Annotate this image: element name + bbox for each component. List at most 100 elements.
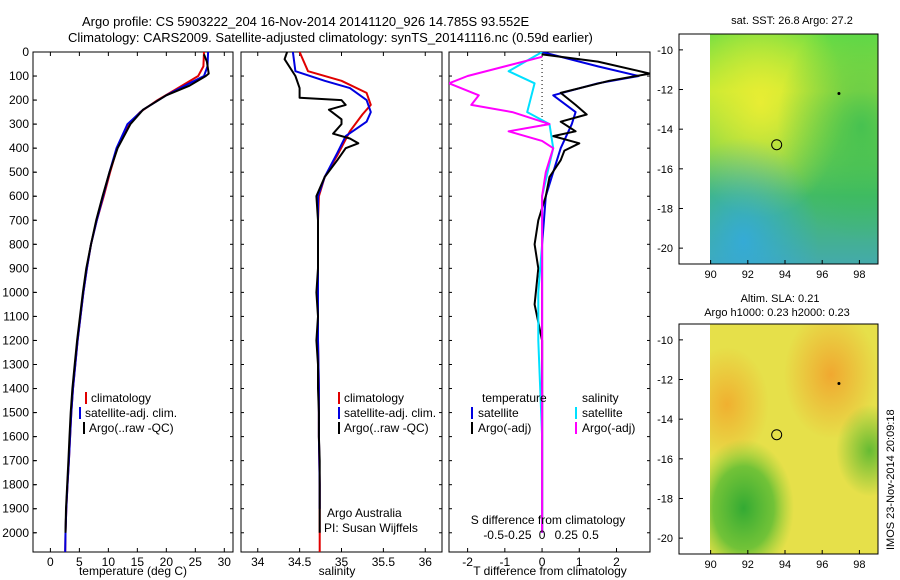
x-tick-label: 2 bbox=[613, 555, 620, 569]
lat-tick-label: -12 bbox=[657, 85, 673, 97]
x-tick-label: 20 bbox=[160, 555, 174, 569]
y-tick-label: 1000 bbox=[2, 285, 29, 299]
lon-tick-label: 90 bbox=[704, 559, 716, 571]
sst-map-panel: sat. SST: 26.8 Argo: 27.2 90 92 94 96 98 -10 -… bbox=[657, 15, 879, 281]
temperature-lines bbox=[33, 52, 233, 552]
depth-ticks: 0 100 200 300 400 500 600 700 800 900 1000 1100 1200… bbox=[2, 45, 37, 540]
lat-tick-label: -10 bbox=[657, 45, 673, 57]
salinity-difference-label: S difference from climatology bbox=[471, 513, 626, 527]
argo-position-marker bbox=[771, 139, 783, 151]
legend-label-temp-satellite: satellite bbox=[478, 406, 519, 420]
y-tick-label: 700 bbox=[9, 213, 29, 227]
sst-map-title: sat. SST: 26.8 Argo: 27.2 bbox=[731, 15, 853, 27]
x-tick-label: 1 bbox=[576, 555, 583, 569]
legend-label-argo: Argo(..raw -QC) bbox=[89, 421, 174, 435]
series-line-salinity-satellite bbox=[507, 52, 555, 533]
sst-map-cool-region bbox=[710, 34, 878, 264]
y-tick-label: 500 bbox=[9, 165, 29, 179]
lat-tick-label: -14 bbox=[657, 124, 673, 136]
imos-stamp: IMOS 23-Nov-2014 20:09:18 bbox=[885, 409, 897, 550]
y-tick-label: 200 bbox=[9, 93, 29, 107]
lat-tick-label: -14 bbox=[657, 414, 673, 426]
salinity-axes-frame bbox=[240, 51, 443, 553]
y-tick-label: 900 bbox=[9, 261, 29, 275]
salinity-legend: climatology satellite-adj. clim. Argo(..… bbox=[338, 391, 436, 435]
lat-tick-label: -20 bbox=[657, 533, 673, 545]
lon-tick-label: 90 bbox=[704, 269, 716, 281]
salinity-panel: 34 34.5 35 35.5 36 salinity climatology sate… bbox=[240, 51, 443, 578]
y-tick-label: 600 bbox=[9, 189, 29, 203]
x-tick-label: -2 bbox=[462, 555, 473, 569]
y-tick-label: 1800 bbox=[2, 478, 29, 492]
sst-map-ticks: 90 92 94 96 98 -10 -12 -14 -16 -18 -20 bbox=[657, 45, 865, 281]
lon-tick-label: 94 bbox=[779, 559, 791, 571]
legend-label-temp-argo: Argo(-adj) bbox=[478, 421, 531, 435]
difference-legend: temperature salinity satellite Argo(-adj… bbox=[471, 391, 635, 435]
x-tick-label: -1 bbox=[499, 555, 510, 569]
lat-tick-label: -18 bbox=[657, 203, 673, 215]
x-tick-label: 35 bbox=[335, 555, 349, 569]
legend-title-salinity: salinity bbox=[582, 391, 619, 405]
sst-map-frame bbox=[678, 33, 879, 265]
sla-map-subtitle: Argo h1000: 0.23 h2000: 0.23 bbox=[704, 307, 850, 319]
x2-tick-label: 0.5 bbox=[582, 528, 599, 542]
temperature-axes-frame bbox=[32, 51, 234, 553]
y-tick-label: 800 bbox=[9, 237, 29, 251]
x-tick-label: 34 bbox=[251, 555, 265, 569]
series-line-argo-raw-qc bbox=[64, 54, 210, 533]
difference-panel: -2 -1 0 1 2 T difference from climatology S … bbox=[448, 51, 651, 578]
y-tick-label: 1600 bbox=[2, 430, 29, 444]
sla-map-panel: Altim. SLA: 0.21 Argo h1000: 0.23 h2000:… bbox=[657, 293, 879, 571]
difference-ticks: -2 -1 0 1 2 bbox=[462, 52, 620, 569]
x-tick-label: 10 bbox=[102, 555, 116, 569]
legend-label-climatology: climatology bbox=[91, 391, 151, 405]
y-tick-label: 1500 bbox=[2, 406, 29, 420]
x-tick-label: 34.5 bbox=[288, 555, 312, 569]
y-tick-label: 0 bbox=[22, 45, 29, 59]
x2-tick-label: 0.25 bbox=[555, 528, 579, 542]
lat-tick-label: -16 bbox=[657, 454, 673, 466]
temperature-legend: climatology satellite-adj. clim. Argo(..… bbox=[79, 391, 177, 435]
lon-tick-label: 98 bbox=[853, 269, 865, 281]
sla-map-title: Altim. SLA: 0.21 bbox=[741, 293, 820, 305]
x-tick-label: 36 bbox=[419, 555, 433, 569]
x2-tick-label: -0.25 bbox=[504, 528, 532, 542]
x-tick-label: 30 bbox=[218, 555, 232, 569]
lon-tick-label: 94 bbox=[779, 269, 791, 281]
x-tick-label: 15 bbox=[131, 555, 145, 569]
x-tick-label: 0 bbox=[539, 555, 546, 569]
lon-tick-label: 98 bbox=[853, 559, 865, 571]
legend-label-climatology: climatology bbox=[344, 391, 404, 405]
sla-map-ticks: 90 92 94 96 98 -10 -12 -14 -16 -18 -20 bbox=[657, 335, 865, 571]
institution-label: Argo Australia bbox=[327, 506, 402, 520]
track-dot bbox=[837, 91, 841, 95]
lat-tick-label: -10 bbox=[657, 335, 673, 347]
sla-map-frame bbox=[678, 323, 879, 555]
pi-label: PI: Susan Wijffels bbox=[324, 521, 418, 535]
y-tick-label: 1700 bbox=[2, 454, 29, 468]
temperature-ticks: 0 5 10 15 20 25 30 bbox=[47, 52, 231, 569]
y-tick-label: 1100 bbox=[3, 309, 29, 323]
lon-tick-label: 92 bbox=[742, 559, 754, 571]
x2-tick-label: 0 bbox=[539, 528, 546, 542]
lat-tick-label: -16 bbox=[657, 164, 673, 176]
legend-title-temperature: temperature bbox=[482, 391, 547, 405]
legend-label-satellite: satellite-adj. clim. bbox=[344, 406, 436, 420]
y-tick-label: 1300 bbox=[2, 358, 29, 372]
lon-tick-label: 96 bbox=[816, 559, 828, 571]
lon-tick-label: 92 bbox=[742, 269, 754, 281]
argo-position-marker bbox=[771, 429, 783, 441]
x2-tick-label: -0.5 bbox=[483, 528, 504, 542]
salinity-ticks: 34 34.5 35 35.5 36 bbox=[251, 52, 432, 569]
y-tick-label: 1200 bbox=[2, 333, 29, 347]
temperature-xlabel: temperature (deg C) bbox=[79, 564, 187, 578]
y-tick-label: 2000 bbox=[2, 526, 29, 540]
x-tick-label: 25 bbox=[189, 555, 203, 569]
lat-tick-label: -18 bbox=[657, 493, 673, 505]
salinity-xlabel: salinity bbox=[319, 564, 356, 578]
lat-tick-label: -20 bbox=[657, 243, 673, 255]
y-tick-label: 400 bbox=[9, 141, 29, 155]
legend-label-sal-argo: Argo(-adj) bbox=[582, 421, 635, 435]
track-dot bbox=[837, 381, 841, 385]
difference-axes-frame bbox=[448, 51, 651, 553]
